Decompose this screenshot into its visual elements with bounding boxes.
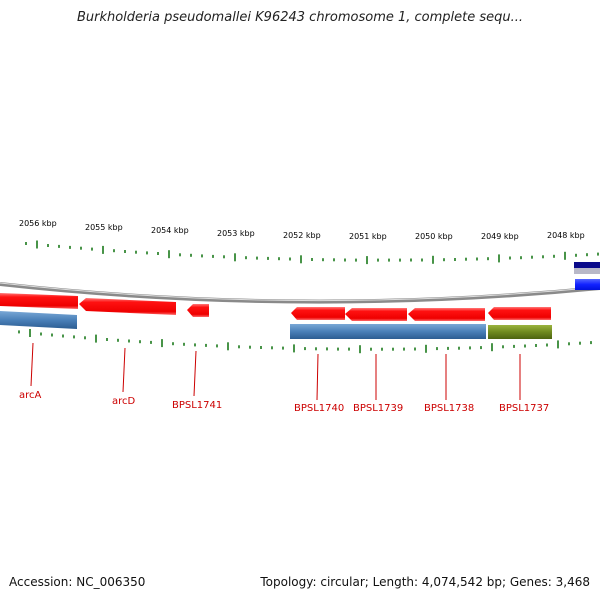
scale-label: 2049 kbp xyxy=(481,232,519,241)
genome-backbone-highlight xyxy=(0,282,600,302)
map-title: Burkholderia pseudomallei K96243 chromos… xyxy=(76,10,524,25)
gray-feature[interactable] xyxy=(574,268,600,274)
scale-ticks-lower xyxy=(18,329,592,354)
gene-arrow-BPSL1741[interactable] xyxy=(187,304,209,317)
leader-arcA xyxy=(30,342,34,387)
scale-labels: 2056 kbp 2055 kbp 2054 kbp 2053 kbp 2052… xyxy=(19,219,585,241)
scale-label: 2055 kbp xyxy=(85,223,123,232)
leader-arcD xyxy=(122,347,126,393)
navy-feature[interactable] xyxy=(574,262,600,268)
scale-label: 2050 kbp xyxy=(415,232,453,241)
scale-label: 2056 kbp xyxy=(19,219,57,228)
gene-label-arcD[interactable]: arcD xyxy=(112,396,136,407)
bright-blue-feature[interactable] xyxy=(575,279,600,290)
gene-arrow-arcD[interactable] xyxy=(79,298,176,315)
gene-label-BPSL1741[interactable]: BPSL1741 xyxy=(172,400,222,411)
scale-label: 2053 kbp xyxy=(217,229,255,238)
genome-summary-text: Topology: circular; Length: 4,074,542 bp… xyxy=(260,575,590,589)
scale-label: 2054 kbp xyxy=(151,226,189,235)
leader-BPSL1740 xyxy=(316,353,319,401)
gene-label-BPSL1738[interactable]: BPSL1738 xyxy=(424,403,474,414)
genome-backbone xyxy=(0,282,600,304)
leader-BPSL1741 xyxy=(193,350,197,397)
blue-feature-left[interactable] xyxy=(0,311,77,329)
green-feature[interactable] xyxy=(488,325,552,339)
gene-arrow-BPSL1740[interactable] xyxy=(291,307,345,320)
gene-label-BPSL1737[interactable]: BPSL1737 xyxy=(499,403,549,414)
gene-label-BPSL1739[interactable]: BPSL1739 xyxy=(353,403,403,414)
gene-arrow-BPSL1739[interactable] xyxy=(345,308,407,321)
gene-label-BPSL1740[interactable]: BPSL1740 xyxy=(294,403,344,414)
scale-label: 2048 kbp xyxy=(547,231,585,240)
gene-label-arcA[interactable]: arcA xyxy=(19,390,42,401)
gene-labels: arcA arcD BPSL1741 BPSL1740 BPSL1739 BPS… xyxy=(19,390,549,414)
gene-arrow-BPSL1738[interactable] xyxy=(408,308,485,321)
scale-label: 2052 kbp xyxy=(283,231,321,240)
scale-ticks-upper xyxy=(25,240,599,265)
scale-label: 2051 kbp xyxy=(349,232,387,241)
blue-feature-middle[interactable] xyxy=(290,324,486,339)
label-leaders xyxy=(30,342,521,401)
accession-text: Accession: NC_006350 xyxy=(9,575,146,589)
gene-arrow-BPSL1737[interactable] xyxy=(488,307,551,320)
gene-arrow-arcA[interactable] xyxy=(0,293,78,309)
